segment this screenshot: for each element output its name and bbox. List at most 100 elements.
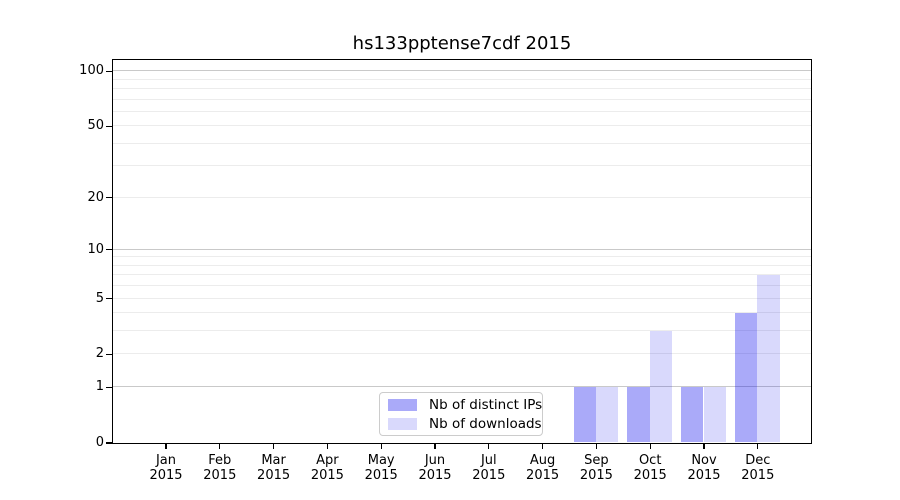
x-tick-label-month: Dec	[745, 453, 771, 468]
gridline-minor-6	[112, 285, 811, 287]
x-tick-mark-mar	[273, 444, 275, 449]
y-tick-mark-100	[106, 70, 112, 72]
x-tick-label-year: 2015	[472, 468, 506, 483]
bar-nb-of-downloads-oct-2015	[649, 330, 673, 443]
x-tick-label-mar-2015: Mar 2015	[242, 453, 306, 483]
x-tick-label-month: Nov	[691, 453, 717, 468]
x-tick-label-year: 2015	[526, 468, 560, 483]
x-tick-label-month: May	[367, 453, 395, 468]
plot-area	[111, 58, 812, 444]
x-tick-label-aug-2015: Aug 2015	[511, 453, 575, 483]
y-tick-mark-5	[106, 298, 112, 300]
x-tick-label-sep-2015: Sep 2015	[564, 453, 628, 483]
x-tick-mark-jan	[165, 444, 167, 449]
x-tick-mark-jul	[488, 444, 490, 449]
y-tick-mark-1	[106, 386, 112, 388]
x-tick-label-month: Jan	[155, 453, 177, 468]
gridline-minor-30	[112, 165, 811, 167]
legend-label: Nb of distinct IPs	[429, 396, 543, 413]
x-tick-mark-feb	[219, 444, 221, 449]
x-tick-mark-oct	[649, 444, 651, 449]
gridline-minor-8	[112, 264, 811, 266]
x-tick-label-dec-2015: Dec 2015	[726, 453, 790, 483]
y-tick-mark-20	[106, 197, 112, 199]
y-tick-mark-0	[106, 442, 112, 444]
x-tick-mark-may	[380, 444, 382, 449]
y-tick-label-1: 1	[95, 379, 104, 395]
bar-nb-of-distinct-ips-dec-2015	[734, 312, 758, 443]
gridline-minor-3	[112, 330, 811, 332]
x-tick-mark-apr	[326, 444, 329, 449]
bar-nb-of-distinct-ips-oct-2015	[627, 386, 650, 443]
x-tick-label-year: 2015	[203, 468, 237, 483]
legend: Nb of distinct IPs Nb of downloads	[379, 392, 543, 436]
gridline-major-1	[112, 386, 811, 388]
x-tick-label-year: 2015	[741, 468, 775, 483]
x-tick-label-year: 2015	[149, 468, 183, 483]
legend-swatch-nb-of-distinct-ips	[388, 398, 417, 411]
x-tick-label-month: Oct	[638, 453, 662, 468]
x-tick-mark-jun	[434, 444, 436, 449]
x-tick-mark-aug	[542, 444, 544, 449]
bar-nb-of-downloads-nov-2015	[703, 386, 726, 443]
y-tick-label-5: 5	[95, 290, 104, 306]
bar-nb-of-downloads-sep-2015	[595, 386, 619, 443]
gridline-minor-20	[112, 196, 811, 198]
gridline-major-10	[112, 248, 811, 250]
bar-nb-of-distinct-ips-sep-2015	[573, 386, 596, 443]
gridline-minor-4	[112, 312, 811, 314]
gridline-minor-60	[112, 110, 811, 112]
x-tick-label-year: 2015	[418, 468, 452, 483]
x-tick-label-apr-2015: Apr 2015	[295, 453, 359, 483]
gridline-major-100	[112, 70, 811, 72]
legend-item-nb-of-distinct-ips: Nb of distinct IPs	[388, 397, 542, 413]
y-tick-label-2: 2	[95, 346, 104, 362]
x-tick-label-year: 2015	[687, 468, 721, 483]
y-tick-mark-10	[106, 249, 112, 251]
y-tick-label-50: 50	[87, 118, 104, 134]
x-tick-label-jun-2015: Jun 2015	[403, 453, 467, 483]
gridline-minor-2	[112, 353, 811, 355]
gridline-minor-90	[112, 78, 811, 80]
x-tick-label-year: 2015	[579, 468, 613, 483]
gridline-minor-70	[112, 98, 811, 100]
y-tick-label-20: 20	[87, 189, 104, 205]
chart-title: hs133pptense7cdf 2015	[352, 33, 572, 54]
x-tick-label-may-2015: May 2015	[349, 453, 413, 483]
x-tick-label-year: 2015	[310, 468, 344, 483]
x-tick-mark-nov	[703, 444, 705, 449]
y-tick-label-100: 100	[79, 63, 104, 79]
gridline-minor-5	[112, 297, 811, 299]
x-tick-label-month: Feb	[208, 453, 232, 468]
gridline-minor-9	[112, 256, 811, 258]
x-tick-label-month: Apr	[316, 453, 339, 468]
x-tick-label-month: Jul	[480, 453, 497, 468]
x-tick-mark-sep	[595, 444, 598, 449]
x-tick-label-year: 2015	[257, 468, 291, 483]
x-tick-label-feb-2015: Feb 2015	[188, 453, 252, 483]
legend-label: Nb of downloads	[429, 415, 542, 432]
y-tick-mark-50	[106, 125, 112, 127]
x-tick-label-month: Aug	[529, 453, 556, 468]
legend-swatch-nb-of-downloads	[388, 417, 417, 430]
gridline-minor-50	[112, 125, 811, 127]
y-tick-label-0: 0	[95, 435, 104, 450]
x-tick-label-month: Jun	[424, 453, 446, 468]
gridline-minor-80	[112, 87, 811, 89]
x-tick-label-year: 2015	[364, 468, 398, 483]
x-tick-label-jan-2015: Jan 2015	[134, 453, 198, 483]
x-tick-label-oct-2015: Oct 2015	[618, 453, 682, 483]
bar-nb-of-distinct-ips-nov-2015	[681, 386, 704, 443]
x-tick-mark-dec	[757, 444, 759, 449]
y-tick-label-10: 10	[87, 241, 104, 257]
gridline-minor-40	[112, 142, 811, 144]
y-tick-mark-2	[106, 353, 112, 356]
bar-nb-of-downloads-dec-2015	[757, 274, 780, 443]
x-tick-label-month: Mar	[261, 453, 286, 468]
x-tick-label-year: 2015	[633, 468, 667, 483]
x-tick-label-month: Sep	[584, 453, 609, 468]
gridline-minor-7	[112, 274, 811, 276]
legend-item-nb-of-downloads: Nb of downloads	[388, 416, 542, 432]
x-tick-label-jul-2015: Jul 2015	[457, 453, 521, 483]
